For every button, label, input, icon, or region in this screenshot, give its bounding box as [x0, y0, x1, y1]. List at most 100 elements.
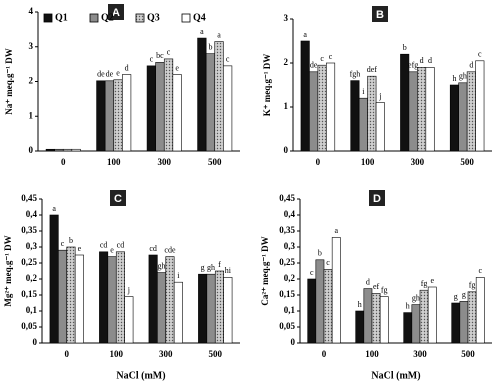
- bar: [54, 148, 64, 152]
- bar: [427, 286, 437, 344]
- x-tick-label: 100: [110, 349, 124, 359]
- significance-letter: gh: [412, 293, 420, 302]
- y-tick-label: 3: [29, 41, 34, 51]
- bar: [379, 296, 389, 344]
- x-tick-label: 0: [65, 349, 70, 359]
- x-tick-label: 100: [361, 157, 375, 167]
- significance-letter: h: [406, 301, 410, 310]
- bar: [355, 310, 365, 344]
- bar: [45, 148, 55, 152]
- y-tick-label: 0: [33, 337, 38, 347]
- x-tick-label: 300: [159, 349, 173, 359]
- bar: [326, 62, 336, 152]
- significance-letter: j: [127, 285, 130, 294]
- bar: [74, 254, 84, 344]
- y-axis-title: K⁺ meq.g⁻¹ DW: [262, 54, 272, 116]
- bar: [198, 273, 208, 344]
- significance-letter: e: [430, 276, 434, 285]
- bar: [99, 251, 109, 344]
- y-tick-label: 0,4: [284, 209, 296, 219]
- significance-letter: h: [358, 300, 362, 309]
- significance-letter: cd: [117, 241, 125, 250]
- bar: [315, 259, 325, 344]
- significance-letter: c: [320, 54, 324, 63]
- x-tick-label: 500: [209, 349, 223, 359]
- significance-letter: bc: [156, 51, 164, 60]
- y-tick-label: 0,25: [21, 257, 37, 267]
- significance-letter: i: [362, 87, 365, 96]
- panel-label: C: [114, 193, 122, 205]
- bar: [466, 71, 476, 152]
- bar: [300, 40, 310, 152]
- bar: [58, 249, 68, 344]
- significance-letter: c: [61, 239, 65, 248]
- bar: [350, 80, 360, 152]
- significance-letter: cd: [149, 244, 157, 253]
- x-tick-label: 100: [107, 157, 121, 167]
- x-tick-label: 100: [365, 349, 379, 359]
- significance-letter: h: [452, 74, 456, 83]
- bar: [223, 65, 233, 152]
- significance-letter: de: [310, 61, 318, 70]
- bar: [475, 277, 485, 344]
- y-tick-label: 0,45: [21, 193, 37, 203]
- legend-swatch: [181, 13, 191, 23]
- y-tick-label: 4: [29, 6, 34, 16]
- y-tick-label: 0,05: [279, 321, 295, 331]
- y-tick-label: 0,35: [21, 225, 37, 235]
- significance-letter: a: [52, 204, 56, 213]
- bar: [214, 270, 224, 344]
- bar: [459, 301, 469, 344]
- significance-letter: f: [218, 260, 221, 269]
- significance-letter: hi: [225, 266, 232, 275]
- bar: [146, 65, 156, 152]
- y-tick-label: 3: [284, 13, 289, 23]
- x-tick-label: 300: [411, 157, 425, 167]
- y-tick-label: 0,4: [26, 209, 38, 219]
- significance-letter: fg: [381, 285, 388, 294]
- x-tick-label: 300: [158, 157, 172, 167]
- x-tick-label: 300: [413, 349, 427, 359]
- significance-letter: fgh: [350, 69, 361, 78]
- y-tick-label: 0: [284, 145, 289, 155]
- significance-letter: e: [78, 244, 82, 253]
- significance-letter: de: [106, 70, 114, 79]
- y-tick-label: 1: [284, 101, 289, 111]
- significance-letter: i: [177, 271, 180, 280]
- significance-letter: c: [478, 50, 482, 59]
- panel-label-box: [372, 6, 388, 22]
- significance-letter: c: [329, 52, 333, 61]
- x-tick-label: 0: [316, 157, 321, 167]
- significance-letter: c: [478, 266, 482, 275]
- significance-letter: fg: [421, 279, 428, 288]
- y-tick-label: 0,2: [26, 273, 38, 283]
- bar: [71, 148, 81, 152]
- bar: [163, 58, 174, 152]
- significance-letter: c: [150, 55, 154, 64]
- bar: [451, 302, 461, 344]
- significance-letter: d: [420, 56, 424, 65]
- y-tick-label: 1: [29, 110, 34, 120]
- y-tick-label: 0,3: [284, 241, 296, 251]
- bar: [223, 277, 233, 344]
- x-axis-title: NaCl (mM): [116, 370, 165, 381]
- significance-letter: de: [97, 70, 105, 79]
- bar: [309, 71, 319, 152]
- bar: [49, 214, 59, 344]
- significance-letter: a: [217, 30, 221, 39]
- bar: [363, 288, 373, 344]
- y-tick-label: 0: [291, 337, 296, 347]
- significance-letter: j: [378, 91, 381, 100]
- bar: [66, 246, 76, 344]
- bar: [419, 289, 429, 344]
- legend-label: Q2: [101, 12, 114, 23]
- bar: [197, 37, 207, 152]
- bar: [425, 67, 435, 152]
- legend-label: Q3: [147, 12, 160, 23]
- y-tick-label: 2: [29, 76, 34, 86]
- bar: [358, 97, 368, 152]
- bar: [122, 74, 132, 152]
- significance-letter: c: [167, 48, 171, 57]
- significance-letter: b: [69, 236, 73, 245]
